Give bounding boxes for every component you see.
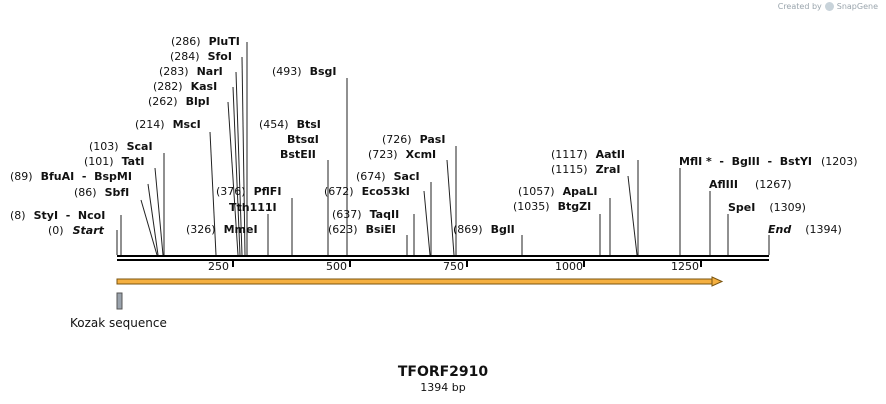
ruler-tick-label: 1000 xyxy=(555,260,583,273)
site-sbfi[interactable]: (86) SbfI xyxy=(74,186,129,199)
snapgene-logo-icon xyxy=(824,2,834,11)
site-labels: (0) Start (8) StyI - NcoI (86) SbfI (89) Bfu… xyxy=(10,35,858,237)
kozak-feature-box[interactable] xyxy=(116,292,123,310)
ruler: 250 500 750 1000 1250 xyxy=(208,260,702,273)
site-bgli[interactable]: (869) BglI xyxy=(453,223,515,236)
site-aatii[interactable]: (1117) AatII xyxy=(551,148,625,161)
watermark-brand: SnapGene xyxy=(836,2,878,11)
ruler-tick-label: 1250 xyxy=(671,260,699,273)
site-afliii[interactable]: AflIII (1267) xyxy=(709,178,792,191)
site-line xyxy=(227,101,239,256)
orf-feature-arrow[interactable] xyxy=(116,276,724,287)
site-line xyxy=(446,159,455,256)
site-line xyxy=(154,167,164,256)
watermark-text: Created by xyxy=(777,2,822,11)
site-lines xyxy=(116,42,770,256)
site-blpi[interactable]: (262) BlpI xyxy=(148,95,210,108)
site-pflfi[interactable]: (376) PflFI xyxy=(216,185,281,198)
site-btgzi[interactable]: (1035) BtgZI xyxy=(513,200,591,213)
site-kasi[interactable]: (282) KasI xyxy=(153,80,217,93)
site-tth111i[interactable]: Tth111I xyxy=(229,201,277,214)
site-spei[interactable]: SpeI (1309) xyxy=(728,201,806,214)
site-line xyxy=(235,71,243,256)
site-line xyxy=(627,175,638,256)
site-nari[interactable]: (283) NarI xyxy=(159,65,223,78)
map-title: TFORF2910 xyxy=(397,364,489,380)
site-bsteii[interactable]: BstEII xyxy=(280,148,316,161)
site-line xyxy=(423,190,431,256)
site-styi-ncoi[interactable]: (8) StyI - NcoI xyxy=(10,209,105,222)
snapgene-watermark: Created by SnapGene xyxy=(778,2,878,11)
site-pluti[interactable]: (286) PluTI xyxy=(171,35,240,48)
map-length: 1394 bp xyxy=(420,381,466,394)
ruler-tick-label: 750 xyxy=(443,260,464,273)
site-eco53ki[interactable]: (672) Eco53kI xyxy=(324,185,410,198)
site-bfuai-bspmi[interactable]: (89) BfuAI - BspMI xyxy=(10,170,132,183)
site-scai[interactable]: (103) ScaI xyxy=(89,140,153,153)
site-xcmi[interactable]: (723) XcmI xyxy=(368,148,436,161)
site-line xyxy=(140,199,158,256)
ruler-tick-label: 500 xyxy=(326,260,347,273)
site-btsi[interactable]: (454) BtsI xyxy=(259,118,321,131)
site-line xyxy=(147,183,159,256)
site-sfoi[interactable]: (284) SfoI xyxy=(170,50,232,63)
site-pasi[interactable]: (726) PasI xyxy=(382,133,445,146)
site-apali[interactable]: (1057) ApaLI xyxy=(518,185,598,198)
site-start[interactable]: (0) Start xyxy=(48,224,105,237)
site-btsai[interactable]: BtsαI xyxy=(287,133,319,146)
kozak-feature-label: Kozak sequence xyxy=(70,316,167,330)
site-msci[interactable]: (214) MscI xyxy=(135,118,201,131)
site-zrai[interactable]: (1115) ZraI xyxy=(551,163,621,176)
site-taqii[interactable]: (637) TaqII xyxy=(332,208,399,221)
site-line xyxy=(209,131,217,256)
site-bsiei[interactable]: (623) BsiEI xyxy=(328,223,396,236)
site-tati[interactable]: (101) TatI xyxy=(84,155,144,168)
site-mmei[interactable]: (326) MmeI xyxy=(186,223,258,236)
site-line xyxy=(241,56,246,256)
site-mfli-bglii-bstyi[interactable]: MflI * - BglII - BstYI (1203) xyxy=(679,155,858,168)
site-bsgi[interactable]: (493) BsgI xyxy=(272,65,337,78)
site-end[interactable]: End (1394) xyxy=(768,223,842,236)
ruler-tick-label: 250 xyxy=(208,260,229,273)
site-saci[interactable]: (674) SacI xyxy=(356,170,420,183)
site-line xyxy=(232,86,241,256)
